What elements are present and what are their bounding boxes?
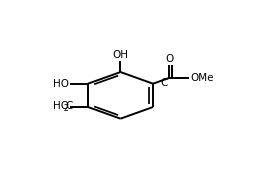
Text: HO: HO (53, 79, 69, 89)
Text: C: C (65, 101, 73, 111)
Text: HO: HO (53, 101, 69, 111)
Text: OH: OH (112, 50, 129, 60)
Text: O: O (166, 54, 174, 64)
Text: OMe: OMe (190, 73, 214, 83)
Text: C: C (160, 78, 168, 88)
Text: 2: 2 (64, 104, 68, 113)
